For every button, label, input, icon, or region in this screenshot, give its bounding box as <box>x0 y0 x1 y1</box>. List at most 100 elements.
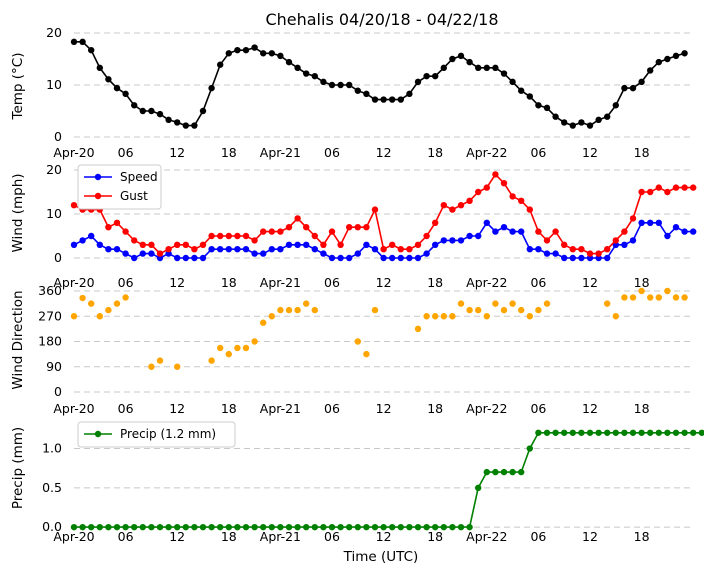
data-point <box>475 306 482 314</box>
data-point <box>518 306 525 314</box>
x-tick-label: 18 <box>427 401 443 416</box>
data-point <box>492 228 499 235</box>
y-axis-label: Wind (mph) <box>10 173 26 252</box>
data-point <box>397 254 404 262</box>
data-point <box>105 76 112 83</box>
data-point <box>113 219 121 226</box>
data-point <box>509 193 516 200</box>
data-point <box>672 294 680 301</box>
data-point <box>638 429 645 436</box>
x-tick-label: Apr-21 <box>260 275 301 290</box>
data-point <box>70 523 78 531</box>
data-point <box>174 119 181 126</box>
data-point <box>156 110 164 118</box>
x-tick-label: 12 <box>582 401 598 416</box>
data-point <box>208 84 215 92</box>
data-point <box>449 237 456 244</box>
data-point <box>586 254 594 262</box>
series-1-1 <box>70 38 688 129</box>
data-point <box>492 300 499 307</box>
data-point <box>131 237 138 244</box>
data-point <box>664 287 671 295</box>
data-point <box>217 232 224 240</box>
data-point <box>466 523 473 531</box>
data-point <box>156 357 164 364</box>
data-point <box>466 306 473 314</box>
data-point <box>475 484 482 492</box>
data-point <box>518 228 525 235</box>
data-point <box>672 429 680 436</box>
data-point <box>483 313 490 320</box>
y-axis-label: Temp (°C) <box>10 53 26 121</box>
data-point <box>371 246 379 253</box>
data-point <box>217 344 224 352</box>
data-point <box>234 344 241 352</box>
x-tick-label: Apr-22 <box>466 401 507 416</box>
data-point <box>337 254 344 262</box>
data-point <box>638 78 645 86</box>
data-point <box>629 215 637 222</box>
data-point <box>526 93 533 100</box>
data-point <box>509 78 516 86</box>
data-point <box>380 523 387 531</box>
x-tick-label: 12 <box>582 529 598 544</box>
data-point <box>526 246 533 253</box>
data-point <box>328 81 336 89</box>
data-point <box>586 250 594 257</box>
x-tick-label: Apr-20 <box>53 529 94 544</box>
data-point <box>466 197 473 204</box>
data-point <box>225 246 232 253</box>
data-point <box>337 241 344 248</box>
data-point <box>225 232 232 240</box>
data-point <box>423 72 430 80</box>
data-point <box>328 254 336 262</box>
y-axis-label: Wind Direction <box>10 290 26 389</box>
data-point <box>96 523 104 531</box>
data-point <box>311 306 318 314</box>
data-point <box>363 241 370 248</box>
data-point <box>655 294 662 301</box>
data-point <box>604 113 611 120</box>
x-tick-label: 12 <box>169 275 185 290</box>
data-point <box>346 523 353 531</box>
data-point <box>371 96 379 103</box>
data-point <box>380 96 387 103</box>
legend-item: Precip (1.2 mm) <box>84 427 216 441</box>
data-point <box>199 523 207 531</box>
data-point <box>294 64 301 72</box>
data-point <box>655 58 662 66</box>
data-point <box>113 300 121 307</box>
x-tick-label: 18 <box>634 145 650 160</box>
y-tick-label: 180 <box>38 334 62 349</box>
data-point <box>199 241 207 248</box>
x-tick-label: 18 <box>427 145 443 160</box>
data-point <box>320 78 327 86</box>
data-point <box>406 523 413 531</box>
data-point <box>70 241 78 248</box>
data-point <box>156 250 164 257</box>
data-point <box>535 246 542 253</box>
data-point <box>277 52 284 60</box>
data-point <box>311 246 318 253</box>
data-point <box>191 246 198 253</box>
data-point <box>414 254 422 262</box>
data-point <box>337 81 344 89</box>
data-point <box>122 90 129 98</box>
data-point <box>260 50 267 57</box>
data-point <box>260 319 267 326</box>
data-point <box>406 254 413 262</box>
x-tick-label: 18 <box>221 401 237 416</box>
legend: Speed Gust <box>77 164 162 210</box>
data-point <box>234 232 241 240</box>
data-point <box>294 241 301 248</box>
data-point <box>199 107 207 115</box>
data-point <box>672 184 680 191</box>
data-point <box>139 241 146 248</box>
y-tick-label: 270 <box>38 308 62 323</box>
data-point <box>604 254 611 262</box>
data-point <box>88 523 95 531</box>
x-tick-label: Apr-20 <box>53 275 94 290</box>
data-point <box>535 228 542 235</box>
data-point <box>165 246 172 253</box>
